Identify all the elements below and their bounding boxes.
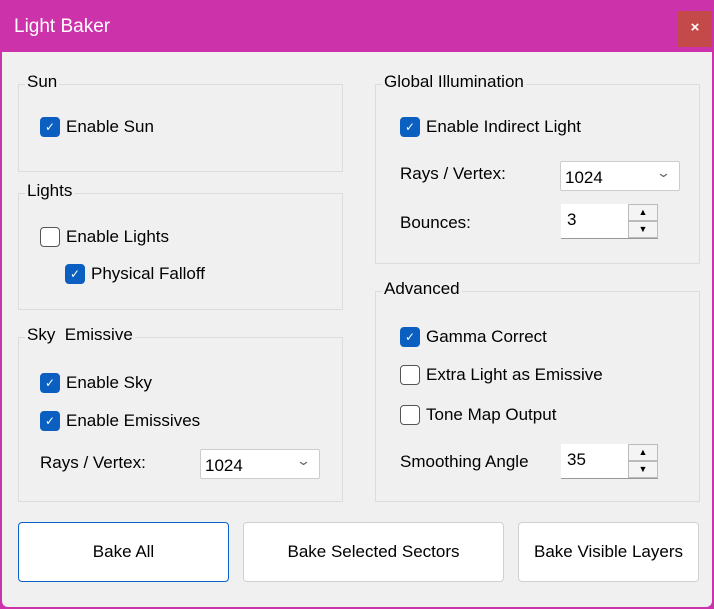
enable-lights-checkbox[interactable]: Enable Lights xyxy=(40,227,169,247)
chevron-down-icon: ⌄ xyxy=(295,453,312,468)
checkmark-icon: ✓ xyxy=(400,117,420,137)
checkmark-icon: ✓ xyxy=(40,411,60,431)
close-button[interactable]: × xyxy=(677,11,712,47)
dialog-body: Sun ✓ Enable Sun Lights Enable Lights ✓ Ph… xyxy=(2,52,712,607)
gamma-correct-label: Gamma Correct xyxy=(426,327,547,346)
physical-falloff-label: Physical Falloff xyxy=(91,264,206,283)
checkbox-icon xyxy=(400,405,420,425)
spin-down-icon[interactable]: ▼ xyxy=(628,221,658,238)
smoothing-angle-spinner[interactable]: 35 ▲ ▼ xyxy=(561,444,658,479)
enable-sun-label: Enable Sun xyxy=(66,117,154,136)
bake-visible-layers-button[interactable]: Bake Visible Layers xyxy=(518,522,699,582)
gi-rays-label: Rays / Vertex: xyxy=(400,164,506,183)
spin-up-icon[interactable]: ▲ xyxy=(628,444,658,461)
gi-rays-value: 1024 xyxy=(565,168,603,187)
sun-group: Sun xyxy=(18,72,343,172)
bounces-label: Bounces: xyxy=(400,213,471,232)
tone-map-label: Tone Map Output xyxy=(426,405,557,424)
checkmark-icon: ✓ xyxy=(65,264,85,284)
checkmark-icon: ✓ xyxy=(400,327,420,347)
smoothing-angle-label: Smoothing Angle xyxy=(400,452,529,471)
advanced-group-label: Advanced xyxy=(382,279,462,299)
enable-indirect-checkbox[interactable]: ✓ Enable Indirect Light xyxy=(400,117,581,137)
bounces-spinner[interactable]: 3 ▲ ▼ xyxy=(561,204,658,239)
lights-group: Lights xyxy=(18,181,343,310)
enable-emissives-label: Enable Emissives xyxy=(66,411,201,430)
global-illumination-group: Global Illumination xyxy=(375,72,700,264)
enable-indirect-label: Enable Indirect Light xyxy=(426,117,581,136)
physical-falloff-checkbox[interactable]: ✓ Physical Falloff xyxy=(65,264,205,284)
bake-all-button[interactable]: Bake All xyxy=(18,522,229,582)
sky-rays-label: Rays / Vertex: xyxy=(40,453,146,472)
extra-light-label: Extra Light as Emissive xyxy=(426,365,603,384)
tone-map-checkbox[interactable]: Tone Map Output xyxy=(400,405,556,425)
enable-lights-label: Enable Lights xyxy=(66,227,170,246)
checkmark-icon: ✓ xyxy=(40,373,60,393)
sky-rays-value: 1024 xyxy=(205,456,243,475)
enable-sky-checkbox[interactable]: ✓ Enable Sky xyxy=(40,373,152,393)
extra-light-checkbox[interactable]: Extra Light as Emissive xyxy=(400,365,603,385)
advanced-group: Advanced xyxy=(375,279,700,502)
enable-emissives-checkbox[interactable]: ✓ Enable Emissives xyxy=(40,411,200,431)
sky-emissive-group: Sky Emissive xyxy=(18,325,343,502)
bounces-value[interactable]: 3 xyxy=(567,210,577,229)
gamma-correct-checkbox[interactable]: ✓ Gamma Correct xyxy=(400,327,547,347)
lights-group-label: Lights xyxy=(25,181,75,201)
spin-up-icon[interactable]: ▲ xyxy=(628,204,658,221)
window-title: Light Baker xyxy=(14,16,111,37)
bake-selected-sectors-button[interactable]: Bake Selected Sectors xyxy=(243,522,504,582)
checkbox-icon xyxy=(400,365,420,385)
enable-sky-label: Enable Sky xyxy=(66,373,152,392)
chevron-down-icon: ⌄ xyxy=(655,165,672,180)
smoothing-angle-value[interactable]: 35 xyxy=(567,450,586,469)
enable-sun-checkbox[interactable]: ✓ Enable Sun xyxy=(40,117,154,137)
gi-rays-dropdown[interactable]: 1024 ⌄ xyxy=(560,161,680,191)
checkbox-icon xyxy=(40,227,60,247)
sun-group-label: Sun xyxy=(25,72,60,92)
sky-rays-dropdown[interactable]: 1024 ⌄ xyxy=(200,449,320,479)
spin-down-icon[interactable]: ▼ xyxy=(628,461,658,478)
gi-group-label: Global Illumination xyxy=(382,72,526,92)
sky-emissive-group-label: Sky Emissive xyxy=(25,325,135,345)
checkmark-icon: ✓ xyxy=(40,117,60,137)
